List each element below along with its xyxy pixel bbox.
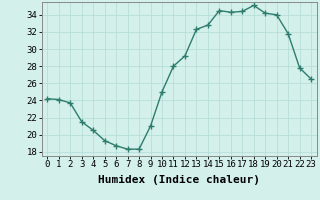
X-axis label: Humidex (Indice chaleur): Humidex (Indice chaleur) — [98, 175, 260, 185]
